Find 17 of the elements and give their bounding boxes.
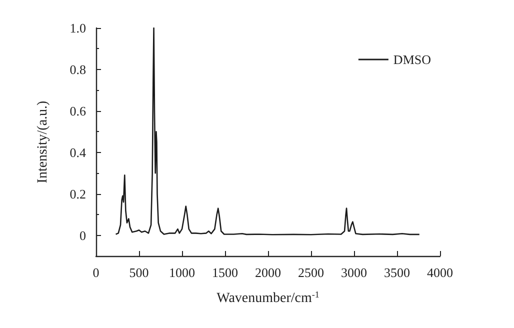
x-tick-label: 2500 (298, 265, 324, 280)
x-tick-label: 1000 (169, 265, 195, 280)
x-tick-label: 4000 (427, 265, 453, 280)
x-tick-label: 3000 (341, 265, 367, 280)
y-tick-label: 0.6 (70, 103, 86, 118)
x-tick-label: 0 (92, 265, 100, 280)
y-tick-label: 0 (80, 228, 86, 243)
legend-label: DMSO (393, 52, 432, 67)
x-tick-label: 1500 (212, 265, 238, 280)
y-axis-title: Intensity/(a.u.) (36, 100, 50, 184)
y-tick-label: 0.8 (70, 62, 86, 77)
x-tick-label: 2000 (255, 265, 281, 280)
x-tick-label: 500 (129, 265, 149, 280)
y-tick-label: 0.4 (70, 144, 86, 160)
y-tick-label: 1.0 (70, 20, 86, 36)
x-tick-label: 3500 (384, 265, 410, 280)
y-tick-label: 0.2 (70, 186, 86, 202)
